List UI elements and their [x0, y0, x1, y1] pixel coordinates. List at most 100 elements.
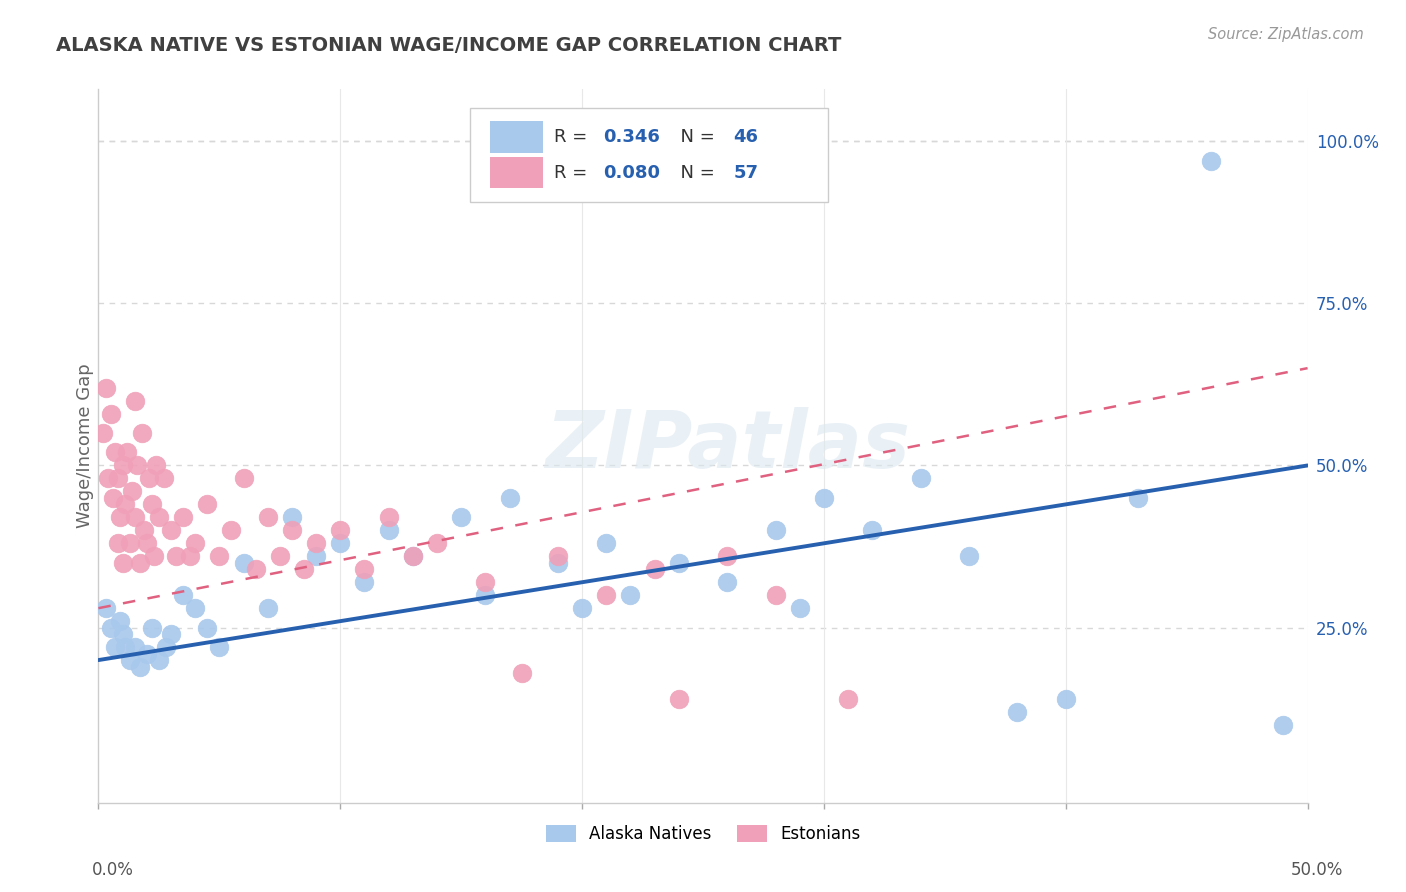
Point: [305, 536, 328, 550]
Point: [91, 425, 114, 440]
Text: ALASKA NATIVE VS ESTONIAN WAGE/INCOME GAP CORRELATION CHART: ALASKA NATIVE VS ESTONIAN WAGE/INCOME GA…: [56, 36, 842, 54]
Point: [155, 640, 177, 654]
Point: [256, 601, 278, 615]
Point: [121, 484, 143, 499]
Point: [94, 381, 117, 395]
Point: [860, 524, 883, 538]
Point: [957, 549, 980, 564]
Text: N =: N =: [669, 128, 721, 146]
Point: [138, 471, 160, 485]
Point: [232, 556, 254, 570]
Point: [97, 471, 120, 485]
Y-axis label: Wage/Income Gap: Wage/Income Gap: [76, 364, 94, 528]
Point: [195, 621, 218, 635]
Point: [1054, 692, 1077, 706]
Point: [292, 562, 315, 576]
Point: [127, 458, 149, 473]
Point: [498, 491, 520, 505]
Point: [94, 601, 117, 615]
Point: [184, 601, 207, 615]
Point: [107, 471, 129, 485]
Point: [179, 549, 201, 564]
Point: [160, 524, 183, 538]
Point: [100, 621, 122, 635]
Point: [245, 562, 267, 576]
Point: [450, 510, 472, 524]
Point: [172, 588, 194, 602]
Point: [111, 458, 134, 473]
Point: [510, 666, 533, 681]
Point: [128, 556, 150, 570]
Point: [135, 647, 157, 661]
Point: [329, 536, 352, 550]
Point: [377, 524, 399, 538]
Point: [232, 471, 254, 485]
Point: [100, 407, 122, 421]
Point: [281, 524, 304, 538]
FancyBboxPatch shape: [470, 109, 828, 202]
Point: [160, 627, 183, 641]
Text: 50.0%: 50.0%: [1291, 861, 1343, 879]
Point: [101, 491, 124, 505]
Point: [1199, 153, 1222, 168]
Point: [195, 497, 218, 511]
Point: [329, 524, 352, 538]
Point: [111, 556, 134, 570]
Text: 0.080: 0.080: [603, 164, 659, 182]
FancyBboxPatch shape: [491, 121, 543, 153]
Point: [547, 549, 569, 564]
Point: [208, 640, 231, 654]
Point: [402, 549, 425, 564]
Point: [474, 588, 496, 602]
Point: [111, 627, 134, 641]
Point: [474, 575, 496, 590]
Point: [104, 445, 127, 459]
Point: [256, 510, 278, 524]
Point: [108, 614, 131, 628]
Text: R =: R =: [554, 128, 593, 146]
Point: [813, 491, 835, 505]
Text: Source: ZipAtlas.com: Source: ZipAtlas.com: [1208, 27, 1364, 42]
Point: [118, 653, 141, 667]
Point: [118, 536, 141, 550]
Point: [148, 653, 170, 667]
Point: [547, 556, 569, 570]
Point: [716, 575, 738, 590]
Point: [716, 549, 738, 564]
Point: [172, 510, 194, 524]
Point: [269, 549, 291, 564]
Point: [595, 588, 617, 602]
Text: ZIPatlas: ZIPatlas: [544, 407, 910, 485]
Point: [145, 458, 167, 473]
Point: [402, 549, 425, 564]
Point: [377, 510, 399, 524]
Point: [353, 575, 375, 590]
FancyBboxPatch shape: [491, 157, 543, 188]
Point: [104, 640, 127, 654]
Point: [141, 621, 163, 635]
Point: [134, 524, 156, 538]
Point: [910, 471, 932, 485]
Legend: Alaska Natives, Estonians: Alaska Natives, Estonians: [537, 817, 869, 852]
Point: [107, 536, 129, 550]
Point: [1128, 491, 1150, 505]
Text: 46: 46: [734, 128, 758, 146]
Point: [668, 692, 690, 706]
Point: [837, 692, 859, 706]
Point: [571, 601, 593, 615]
Text: 0.346: 0.346: [603, 128, 659, 146]
Point: [1272, 718, 1295, 732]
Point: [644, 562, 666, 576]
Point: [141, 497, 163, 511]
Point: [131, 425, 153, 440]
Point: [208, 549, 231, 564]
Point: [108, 510, 131, 524]
Point: [305, 549, 328, 564]
Text: R =: R =: [554, 164, 593, 182]
Point: [124, 510, 146, 524]
Point: [353, 562, 375, 576]
Point: [595, 536, 617, 550]
Point: [619, 588, 641, 602]
Point: [114, 640, 136, 654]
Point: [765, 524, 787, 538]
